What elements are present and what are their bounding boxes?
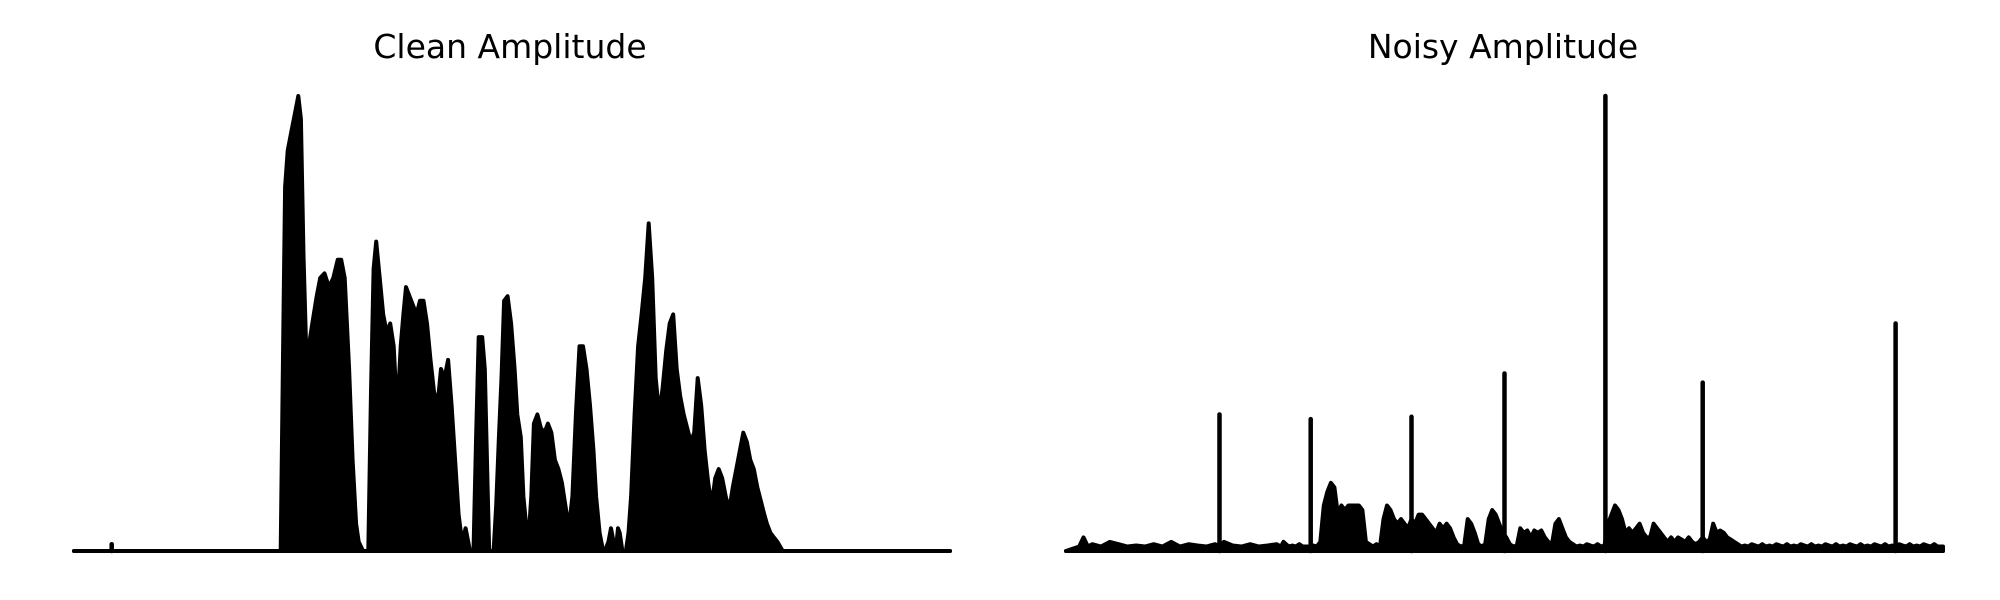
clean-amplitude-segment-3: [366, 239, 472, 553]
noisy-amplitude-panel: Noisy Amplitude: [1064, 27, 1945, 554]
clean-amplitude-segment-6: [602, 526, 625, 553]
clean-amplitude-title: Clean Amplitude: [373, 27, 646, 66]
noisy-amplitude-title: Noisy Amplitude: [1368, 27, 1638, 66]
noisy-amplitude-segment-2: [1278, 480, 1945, 553]
clean-amplitude-segment-5: [491, 294, 606, 553]
clean-amplitude-plot: [72, 94, 952, 554]
clean-amplitude-segment-7: [623, 221, 785, 553]
noisy-amplitude-plot: [1064, 93, 1945, 554]
noisy-amplitude-segment-1: [1064, 535, 1283, 553]
clean-amplitude-panel: Clean Amplitude: [72, 27, 952, 554]
clean-amplitude-segment-2: [278, 94, 366, 553]
clean-amplitude-segment-4: [471, 335, 492, 553]
